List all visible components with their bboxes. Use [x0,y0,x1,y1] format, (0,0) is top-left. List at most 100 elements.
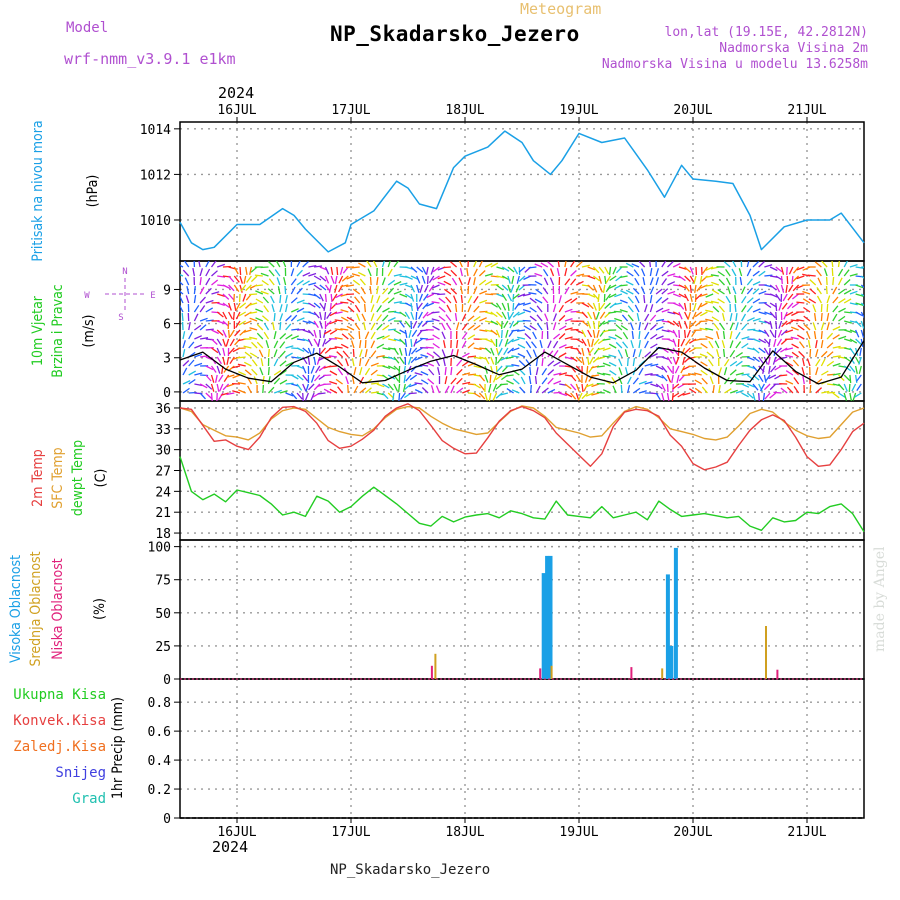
wind-arrow [296,279,304,286]
wind-arrow [211,291,220,295]
wind-arrow [832,345,841,349]
wind-arrow [284,295,288,304]
wind-arrow [780,284,785,293]
wind-arrow [285,323,292,331]
wind-arrow [302,392,304,401]
wind-arrow [815,358,821,367]
wind-arrow [678,266,687,270]
wind-arrow [769,383,777,391]
wind-arrow [512,302,515,312]
wind-arrow [741,342,749,349]
wind-arrow [510,284,515,293]
wind-arrow [741,323,748,331]
wind-arrow [460,295,463,304]
wind-arrow [302,280,310,286]
wind-arrow [500,329,503,339]
wind-arrow [222,383,230,391]
wind-arrow [329,380,338,385]
y-tick-label: 0.8 [148,696,171,711]
wind-arrow [193,313,199,322]
wind-arrow [672,262,681,268]
wind-arrow [741,305,747,313]
wind-arrow [408,383,417,388]
wind-arrow [553,380,562,385]
wind-arrow [666,365,673,373]
wind-arrow [596,365,605,368]
wind-arrow [199,337,209,340]
wind-arrow [462,389,470,394]
wind-arrow [340,343,349,349]
wind-arrow [291,308,299,313]
wind-arrow [370,295,374,304]
wind-arrow [694,311,703,318]
wind-arrow [216,263,226,268]
wind-arrow [412,320,418,329]
wind-arrow [661,270,669,277]
wind-arrow [232,374,241,379]
wind-arrow [592,311,597,320]
wind-arrow [605,284,612,293]
wind-arrow [602,347,611,352]
wind-arrow [431,301,440,304]
wind-arrow [376,314,383,322]
wind-arrow [263,331,270,340]
wind-arrow [188,378,196,385]
wind-arrow [576,273,585,277]
cloud-bar [541,573,546,679]
wind-arrow [314,265,323,268]
wind-arrow [826,322,830,331]
date-label-bottom: 19JUL [559,825,598,840]
wind-arrow [218,392,224,401]
wind-arrow [575,347,582,355]
wind-arrow [437,275,446,280]
wind-arrow [182,380,191,385]
wind-arrow [692,311,697,320]
wind-arrow [317,392,326,395]
wind-arrow [467,315,475,322]
wind-arrow [825,276,828,286]
wind-arrow [807,274,816,277]
wind-arrow [705,300,714,304]
wind-arrow [666,383,669,393]
wind-arrow [613,302,623,306]
wind-arrow [376,285,379,295]
wind-arrow [382,365,391,370]
wind-arrow [667,329,676,334]
wind-arrow [393,281,402,286]
wind-arrow [802,375,805,385]
wind-arrow [261,315,269,322]
wind-arrow [422,311,429,319]
wind-arrow [340,316,349,322]
wind-arrow [661,261,667,268]
wind-arrow [587,302,594,310]
wind-arrow [351,266,360,269]
wind-arrow [296,287,303,295]
wind-arrow [279,360,287,367]
wind-arrow [821,261,828,268]
wind-arrow [454,313,458,322]
wind-arrow [587,356,590,365]
wind-arrow [722,331,726,340]
wind-arrow [244,351,252,358]
wind-arrow [393,329,402,335]
wind-arrow [609,275,617,282]
wind-arrow [442,358,446,367]
wind-arrow [553,361,561,367]
wind-arrow [838,392,846,398]
wind-arrow [593,275,601,282]
wind-arrow [290,286,296,295]
wind-arrow [854,374,858,383]
wind-arrow [422,293,429,301]
wind-arrow [820,339,824,349]
wind-arrow [605,275,612,284]
wind-arrow [758,329,767,334]
wind-arrow [473,277,476,286]
wind-arrow [370,369,378,376]
wind-arrow [522,319,531,322]
wind-arrow [500,356,509,361]
wind-arrow [570,392,577,400]
wind-arrow [246,275,252,283]
wind-arrow [238,311,247,317]
wind-arrow [581,392,589,400]
wind-arrow [536,314,543,322]
